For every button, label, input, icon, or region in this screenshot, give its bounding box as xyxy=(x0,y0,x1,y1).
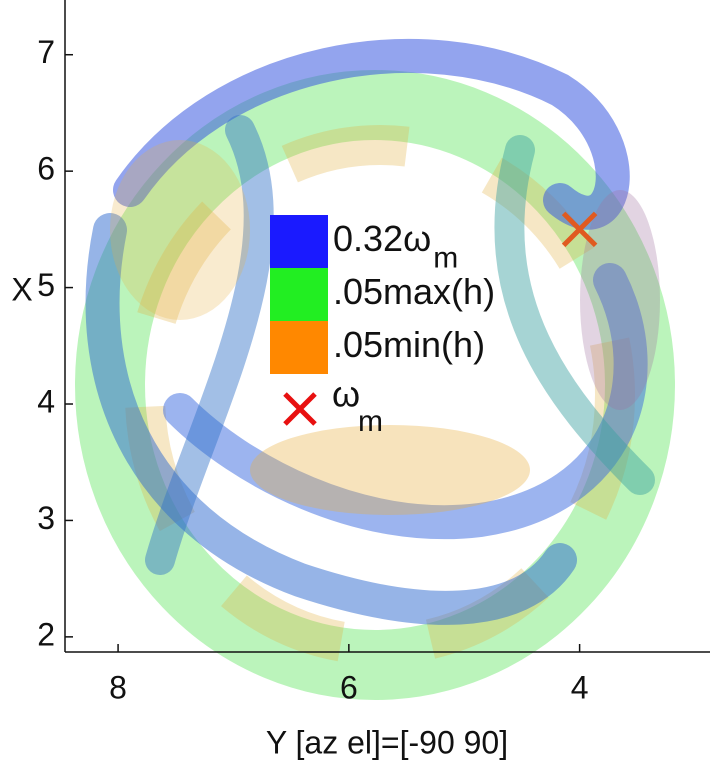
legend-marker xyxy=(283,392,317,426)
y-tick-label: 5 xyxy=(37,267,55,303)
legend-label: .05max(h) xyxy=(333,271,495,312)
y-tick-label: 2 xyxy=(37,616,55,652)
surface xyxy=(110,140,250,320)
y-axis-label: X xyxy=(11,271,32,307)
surface xyxy=(494,135,655,495)
legend-label: .05min(h) xyxy=(333,324,485,365)
x-axis-label: Y [az el]=[-90 90] xyxy=(266,724,508,760)
x-tick-label: 8 xyxy=(109,669,127,705)
surface xyxy=(250,425,530,515)
point-stroke xyxy=(561,211,598,248)
legend-subscript: m xyxy=(433,241,458,274)
legend-swatch xyxy=(270,215,328,268)
y-tick-label: 6 xyxy=(37,151,55,187)
isosurface-render xyxy=(75,39,675,700)
x-tick-label: 4 xyxy=(571,669,589,705)
legend-swatch xyxy=(270,268,328,321)
legend-label: ω xyxy=(332,374,360,415)
surface xyxy=(113,39,630,230)
legend-subscript: m xyxy=(358,405,383,438)
x-tick-label: 6 xyxy=(340,669,358,705)
y-tick-label: 7 xyxy=(37,34,55,70)
y-tick-label: 3 xyxy=(37,500,55,536)
surface xyxy=(163,263,648,540)
surface xyxy=(580,190,660,410)
y-tick-label: 4 xyxy=(37,383,55,419)
surface xyxy=(145,115,274,575)
legend-label: 0.32ω xyxy=(333,218,431,259)
legend-swatch xyxy=(270,321,328,374)
surface xyxy=(85,213,577,625)
legend-marker-stroke xyxy=(283,392,317,426)
point xyxy=(561,211,598,248)
